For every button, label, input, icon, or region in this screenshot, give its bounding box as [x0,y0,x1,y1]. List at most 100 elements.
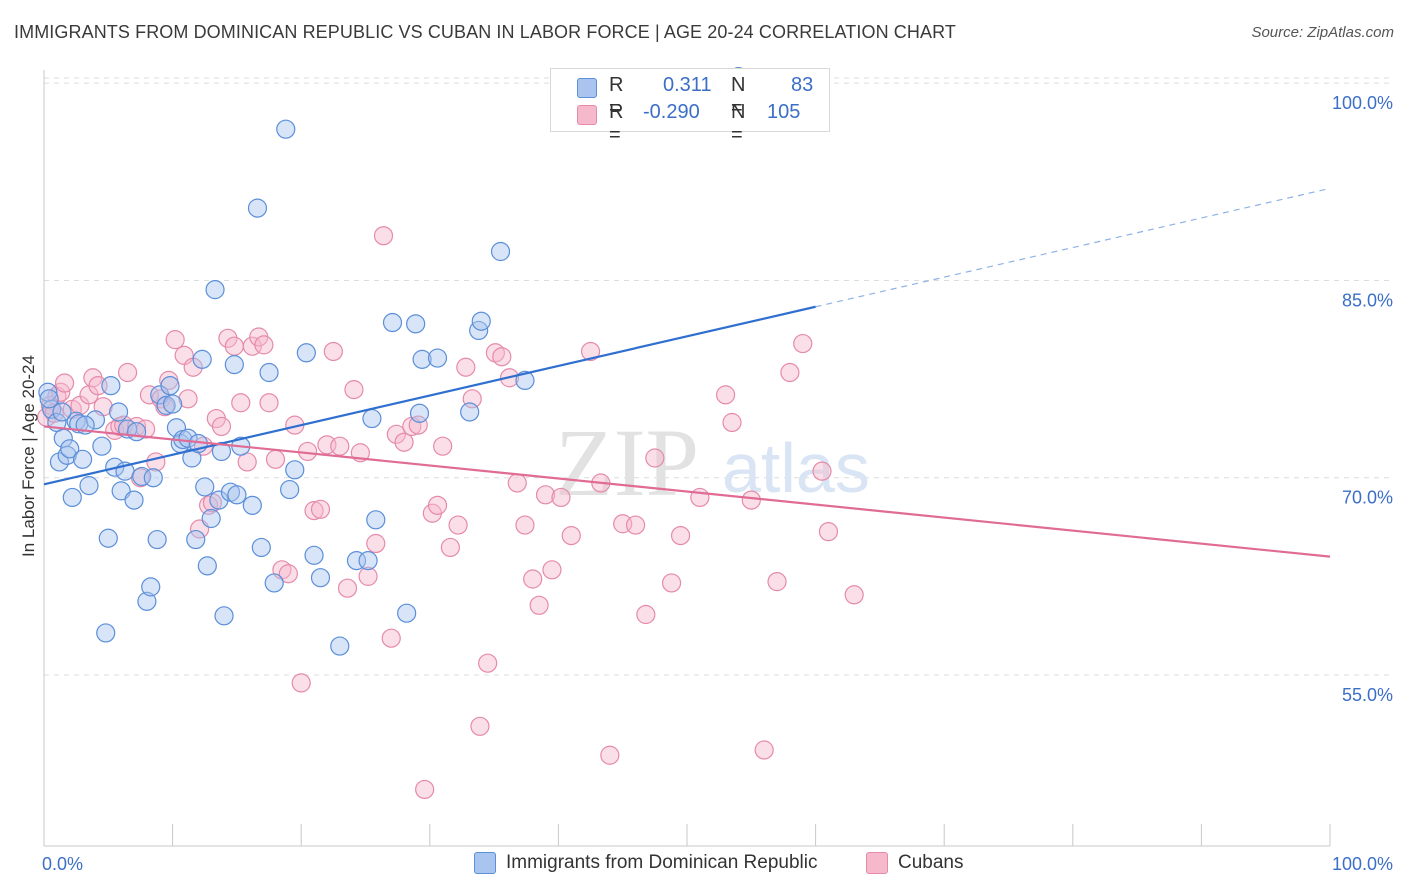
data-point [440,537,460,558]
data-point [625,515,646,535]
data-point [415,779,435,800]
data-point [60,439,80,459]
data-point [470,716,490,736]
data-point [98,528,118,548]
data-point [381,628,401,648]
data-point [715,385,736,405]
data-point [259,362,279,383]
data-point [278,564,298,584]
data-point [285,460,305,480]
data-point [178,389,198,409]
data-point [310,499,331,519]
data-point [156,395,176,415]
data-point [362,408,382,429]
data-point [600,745,620,765]
dominican-trend-line [43,305,816,486]
data-point [456,357,476,377]
data-point [296,343,316,363]
data-point [280,479,300,500]
data-point [139,385,160,405]
cubans-trend-line [43,425,1331,558]
cubans-points [36,226,864,800]
data-point [247,198,268,218]
data-point [265,449,286,469]
data-point [214,606,234,626]
dominican-trend-extension [815,187,1331,308]
data-point [227,485,247,505]
data-point [460,402,480,422]
legend-swatch-blue [577,78,597,98]
data-point [231,393,251,413]
data-point [54,373,75,393]
watermark-zip: ZIP [555,409,699,516]
data-point [165,330,185,350]
data-point [515,515,535,535]
legend-n-value: 105 [767,101,801,123]
data-point [146,452,166,472]
data-point [515,370,535,390]
data-point [155,397,175,417]
data-point [160,376,180,396]
data-point [209,490,229,510]
correlation-legend: R = 0.311 N = 83 R = -0.290 N = 105 [550,68,830,146]
data-point [49,452,70,472]
data-point [39,389,59,409]
data-point [330,436,350,456]
data-point [478,653,498,673]
data-point [358,550,378,571]
data-point [661,573,682,593]
data-point [310,568,331,588]
data-point [254,335,274,355]
legend-r-value: -0.290 [643,101,700,123]
data-point [137,591,157,611]
data-point [186,529,206,550]
data-point [427,495,448,515]
tick-labels: 55.0% 70.0% 85.0% 100.0% 0.0% 100.0% [42,93,1393,874]
data-point [471,311,491,331]
data-point [580,341,601,362]
dominican-points [38,66,749,656]
data-point [818,522,839,542]
data-point [224,355,244,375]
data-point [163,394,183,414]
data-point [722,412,742,433]
data-point [224,336,244,356]
data-point [276,119,296,139]
data-point [523,569,543,589]
data-point [259,393,279,413]
data-point [670,525,691,546]
data-point [201,508,221,529]
y-axis-label: In Labor Force | Age 20-24 [19,355,38,557]
data-point [346,550,367,571]
bottom-legend-swatch-blue [474,852,496,874]
data-point [205,280,225,300]
data-point [409,403,430,423]
data-point [767,572,787,592]
data-point [108,402,129,422]
watermark-atlas: atlas [722,429,870,507]
data-point [195,477,215,497]
legend-r-label: R = [609,74,624,119]
legend-n-label: N = [731,101,746,146]
data-point [143,468,163,488]
data-point [211,416,232,437]
data-point [141,577,161,597]
axes [43,70,1331,847]
data-point [382,312,403,333]
data-point [358,566,378,586]
data-point [561,525,581,546]
bottom-legend-cubans: Cubans [898,852,964,873]
data-point [304,545,324,565]
data-point [386,424,406,444]
chart-title: IMMIGRANTS FROM DOMINICAN REPUBLIC VS CU… [14,22,956,42]
legend-n-value: 83 [791,74,814,96]
grid-lines [44,77,1392,676]
data-point [147,529,167,550]
data-point [330,636,350,656]
x-tick-label: 0.0% [42,854,83,874]
data-point [406,314,426,334]
data-point [433,436,453,456]
bottom-legend-swatch-pink [866,852,888,874]
data-point [291,673,311,693]
